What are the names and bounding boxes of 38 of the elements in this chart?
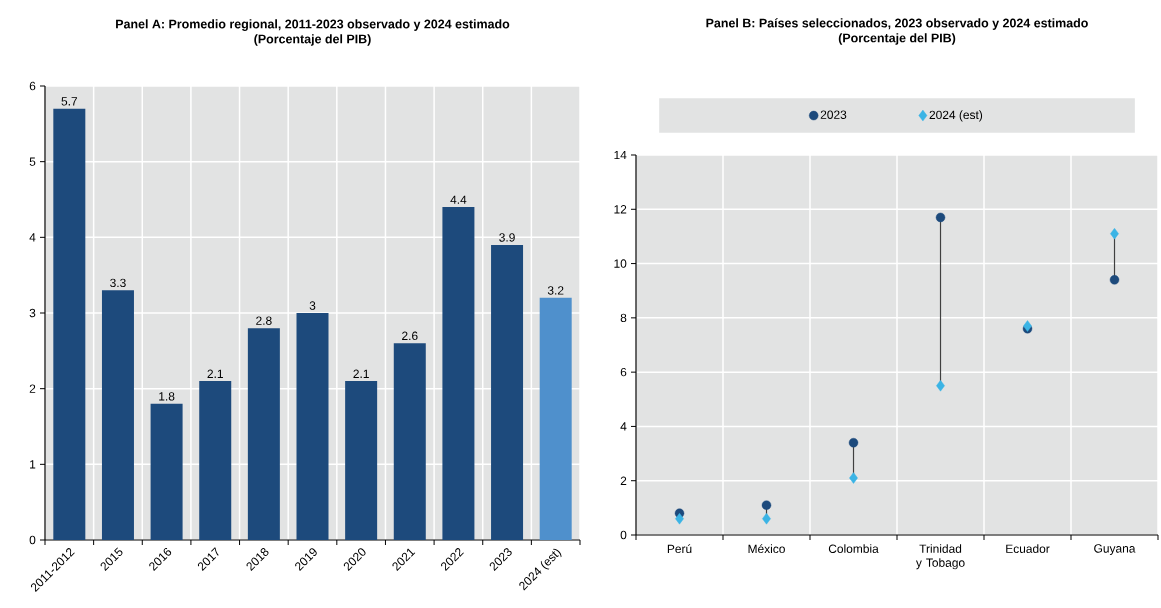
x-tick-label: Perú xyxy=(667,544,692,554)
x-tick-label: Guyana xyxy=(1094,544,1136,556)
data-label: 4.4 xyxy=(450,195,467,204)
chart-subtitle: (Porcentaje del PIB) xyxy=(838,33,956,45)
chart-title: Panel A: Promedio regional, 2011-2023 observado y 2024 estimado xyxy=(116,19,510,31)
y-tick-label: 14 xyxy=(614,150,627,160)
chart-subtitle: (Porcentaje del PIB) xyxy=(254,34,371,46)
data-label: 3.2 xyxy=(547,286,564,295)
data-label: 1.8 xyxy=(159,392,175,401)
data-label: 5.7 xyxy=(61,97,78,106)
data-label: 2.1 xyxy=(353,369,369,378)
data-label: 3 xyxy=(309,301,316,310)
x-tick-label: México xyxy=(748,544,785,554)
y-tick-label: 2 xyxy=(620,476,627,485)
y-tick-label: 12 xyxy=(614,205,627,214)
data-label: 2.6 xyxy=(402,331,418,341)
y-tick-label: 0 xyxy=(29,535,36,545)
y-tick-label: 0 xyxy=(620,530,627,540)
legend-label: 2023 xyxy=(820,110,847,119)
x-tick-label: Ecuador xyxy=(1006,544,1050,553)
y-tick-label: 8 xyxy=(620,313,627,323)
y-tick-label: 4 xyxy=(29,233,36,242)
x-tick-label: Colombia xyxy=(828,544,879,553)
y-tick-label: 4 xyxy=(620,422,627,431)
y-tick-label: 3 xyxy=(29,308,36,318)
y-tick-label: 5 xyxy=(29,157,36,166)
y-tick-label: 1 xyxy=(30,460,36,469)
data-label: 2.1 xyxy=(207,369,223,378)
y-tick-label: 6 xyxy=(29,81,36,91)
data-label: 3.3 xyxy=(110,278,126,288)
data-label: 3.9 xyxy=(499,233,515,242)
data-label: 2.8 xyxy=(256,316,272,325)
y-tick-label: 6 xyxy=(620,367,627,377)
legend-label: 2024 (est) xyxy=(929,110,983,122)
chart-title: Panel B: Países seleccionados, 2023 observado y 2024 estimado xyxy=(706,18,1088,30)
x-tick-label: Trinidad y Tobago xyxy=(915,544,965,570)
y-tick-label: 2 xyxy=(29,384,36,393)
y-tick-label: 10 xyxy=(614,259,627,268)
